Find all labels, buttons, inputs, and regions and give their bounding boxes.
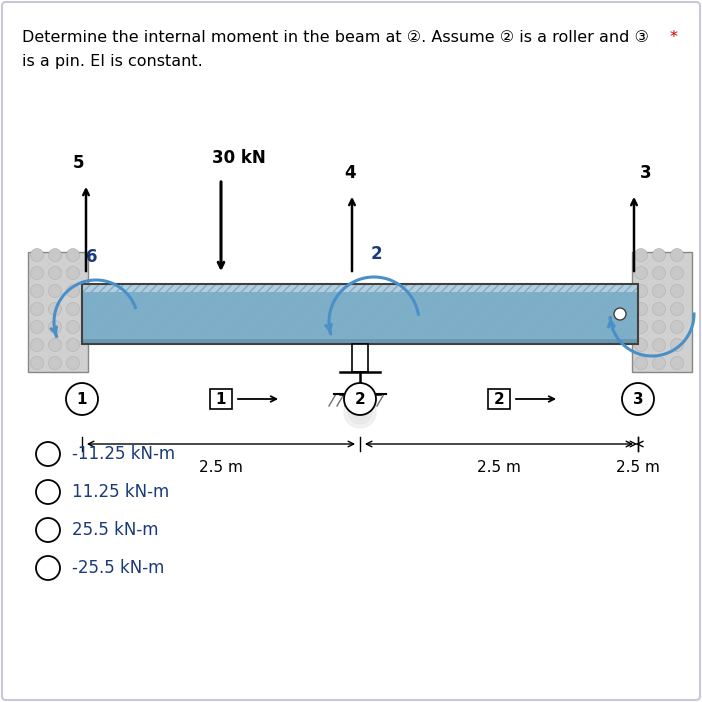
Text: 4: 4 xyxy=(344,164,356,182)
Circle shape xyxy=(66,383,98,415)
Text: -11.25 kN-m: -11.25 kN-m xyxy=(72,445,175,463)
Circle shape xyxy=(30,249,44,261)
Circle shape xyxy=(344,383,376,415)
Circle shape xyxy=(653,357,665,369)
Circle shape xyxy=(67,338,79,352)
Circle shape xyxy=(48,249,62,261)
Bar xyxy=(82,284,638,344)
Text: 5: 5 xyxy=(72,154,84,172)
Circle shape xyxy=(67,249,79,261)
Text: 2.5 m: 2.5 m xyxy=(199,460,243,475)
Circle shape xyxy=(48,303,62,315)
Circle shape xyxy=(67,357,79,369)
Circle shape xyxy=(67,267,79,279)
Bar xyxy=(28,252,88,372)
Text: 2: 2 xyxy=(494,392,504,406)
Circle shape xyxy=(48,267,62,279)
Text: 6: 6 xyxy=(86,248,98,266)
Bar xyxy=(352,344,368,372)
Circle shape xyxy=(30,284,44,298)
Text: 11.25 kN-m: 11.25 kN-m xyxy=(72,483,169,501)
Circle shape xyxy=(670,267,684,279)
Circle shape xyxy=(30,321,44,333)
Circle shape xyxy=(670,338,684,352)
Bar xyxy=(82,339,638,344)
Circle shape xyxy=(635,267,647,279)
Text: Determine the internal moment in the beam at ②. Assume ② is a roller and ③: Determine the internal moment in the bea… xyxy=(22,30,649,45)
Text: 30 kN: 30 kN xyxy=(212,149,266,167)
Circle shape xyxy=(670,303,684,315)
Circle shape xyxy=(30,267,44,279)
Circle shape xyxy=(653,338,665,352)
Circle shape xyxy=(48,284,62,298)
Circle shape xyxy=(30,357,44,369)
Circle shape xyxy=(670,284,684,298)
Circle shape xyxy=(635,303,647,315)
Circle shape xyxy=(48,338,62,352)
Circle shape xyxy=(635,249,647,261)
Text: 1: 1 xyxy=(216,392,226,406)
Circle shape xyxy=(653,321,665,333)
Text: 3: 3 xyxy=(640,164,652,182)
Text: 2: 2 xyxy=(355,392,365,406)
Bar xyxy=(82,284,638,344)
Circle shape xyxy=(67,321,79,333)
Circle shape xyxy=(30,338,44,352)
Circle shape xyxy=(635,284,647,298)
Circle shape xyxy=(653,267,665,279)
Circle shape xyxy=(653,303,665,315)
Circle shape xyxy=(36,480,60,504)
Text: 1: 1 xyxy=(77,392,87,406)
Circle shape xyxy=(36,442,60,466)
Circle shape xyxy=(670,249,684,261)
Circle shape xyxy=(348,400,372,424)
Circle shape xyxy=(614,308,626,320)
Circle shape xyxy=(36,518,60,542)
Bar xyxy=(632,252,692,372)
Circle shape xyxy=(653,284,665,298)
Circle shape xyxy=(67,303,79,315)
Circle shape xyxy=(622,383,654,415)
Circle shape xyxy=(635,357,647,369)
Circle shape xyxy=(653,249,665,261)
Bar xyxy=(82,284,638,344)
Text: -25.5 kN-m: -25.5 kN-m xyxy=(72,559,164,577)
Circle shape xyxy=(36,556,60,580)
Circle shape xyxy=(635,338,647,352)
Text: 2.5 m: 2.5 m xyxy=(616,460,660,475)
Text: 25.5 kN-m: 25.5 kN-m xyxy=(72,521,159,539)
Bar xyxy=(82,284,638,292)
Text: *: * xyxy=(670,30,678,45)
Text: 2.5 m: 2.5 m xyxy=(477,460,521,475)
Text: is a pin. EI is constant.: is a pin. EI is constant. xyxy=(22,54,203,69)
Text: 2: 2 xyxy=(370,245,382,263)
Circle shape xyxy=(48,357,62,369)
Circle shape xyxy=(352,404,368,420)
Bar xyxy=(210,389,232,409)
Circle shape xyxy=(344,396,376,428)
Bar xyxy=(488,389,510,409)
Circle shape xyxy=(670,321,684,333)
Text: 3: 3 xyxy=(633,392,643,406)
Circle shape xyxy=(67,284,79,298)
Circle shape xyxy=(670,357,684,369)
Circle shape xyxy=(48,321,62,333)
Circle shape xyxy=(635,321,647,333)
Circle shape xyxy=(30,303,44,315)
